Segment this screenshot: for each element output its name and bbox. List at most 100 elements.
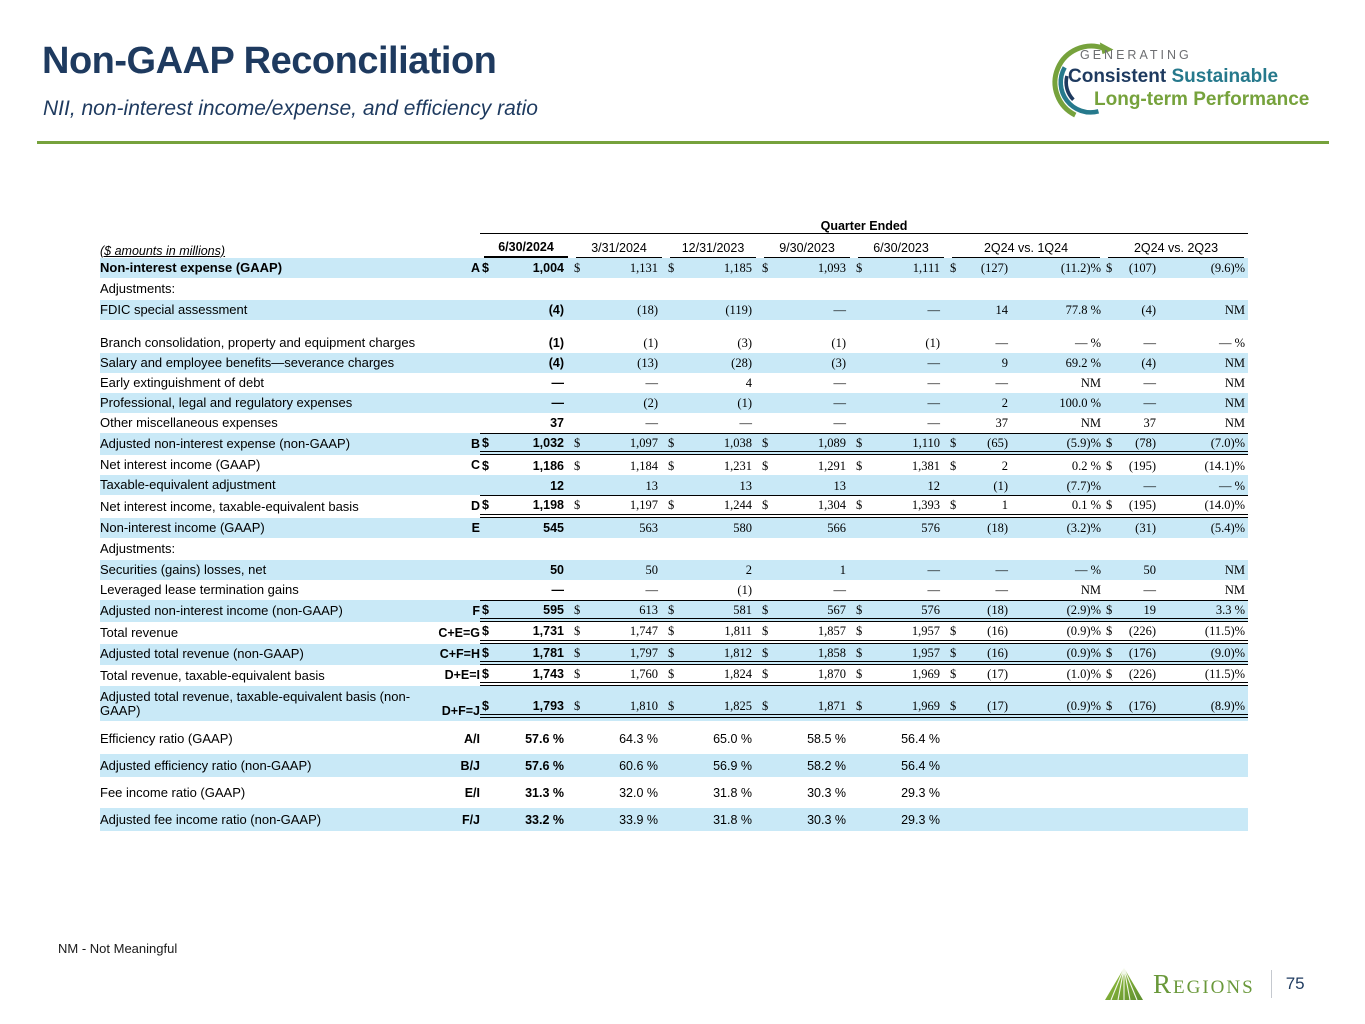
value-cell: 50 xyxy=(480,560,572,580)
value-text: 1,811 xyxy=(724,624,752,639)
value-text: (13) xyxy=(637,356,658,371)
change-cell: (18) xyxy=(948,599,1016,623)
value-cell: 32.0 % xyxy=(572,781,666,804)
change-cell: (8.9)% xyxy=(1164,686,1249,721)
row-ref: F/J xyxy=(461,812,480,827)
row-label: Professional, legal and regulatory expen… xyxy=(100,394,353,410)
change-cell: $ (226) xyxy=(1104,665,1164,687)
change-cell: NM xyxy=(1016,413,1104,433)
value-cell: 57.6 % xyxy=(480,754,572,777)
value-wrap: (5.4)% xyxy=(1164,519,1248,536)
row-ref: E/I xyxy=(464,785,480,800)
value-text: (226) xyxy=(1128,624,1156,639)
value-wrap: — % xyxy=(1164,334,1248,351)
value-wrap: 14 xyxy=(948,301,1016,318)
value-text: 1,198 xyxy=(532,498,564,513)
value-text: (2) xyxy=(643,396,658,411)
value-text: 60.6 % xyxy=(619,759,658,774)
table-row: Early extinguishment of debt — — 4 — — — NM — NM xyxy=(100,373,1248,393)
value-text: 1,810 xyxy=(629,698,658,713)
value-cell: $1,185 xyxy=(666,258,760,278)
value-text: NM xyxy=(1080,583,1101,598)
dollar-sign: $ xyxy=(762,436,769,450)
value-cell: 33.9 % xyxy=(572,808,666,831)
row-label: Adjusted non-interest income (non-GAAP) xyxy=(100,602,343,618)
value-text: 1,244 xyxy=(723,498,752,513)
dollar-sign: $ xyxy=(762,666,769,681)
value-text: — xyxy=(1143,478,1157,493)
value-cell: — xyxy=(760,393,854,413)
value-wrap: 60.6 % xyxy=(572,757,666,774)
value-wrap: — xyxy=(480,374,572,391)
change-cell: NM xyxy=(1164,393,1248,413)
value-wrap: 56.4 % xyxy=(854,730,948,747)
value-wrap: 64.3 % xyxy=(572,730,666,747)
change-cell: 100.0 % xyxy=(1016,393,1104,413)
value-wrap: $1,812 xyxy=(666,644,760,665)
value-wrap: 13 xyxy=(760,477,854,494)
dollar-sign: $ xyxy=(762,624,769,639)
value-wrap: 0.1 % xyxy=(1016,495,1104,518)
change-cell: $ (16) xyxy=(948,622,1016,644)
value-wrap: $613 xyxy=(572,599,666,623)
value-wrap: 12 xyxy=(480,477,572,494)
value-cell: $1,186 xyxy=(480,455,572,475)
value-wrap: $1,393 xyxy=(854,495,948,518)
value-wrap: $1,185 xyxy=(666,259,760,276)
value-cell: $1,198 xyxy=(480,495,572,518)
change-cell: (7.7)% xyxy=(1016,475,1104,495)
change-cell: 37 xyxy=(948,413,1016,433)
row-label: Securities (gains) losses, net xyxy=(100,561,267,577)
value-cell: $1,110 xyxy=(854,433,948,456)
value-cell: $1,858 xyxy=(760,644,854,665)
dollar-sign: $ xyxy=(482,602,489,617)
section-label: Adjustments: xyxy=(100,540,176,556)
column-header: 6/30/2024 xyxy=(480,234,572,258)
value-cell: (1) xyxy=(666,393,760,413)
tagline-generating: GENERATING xyxy=(1080,48,1192,62)
dollar-sign: $ xyxy=(482,645,489,660)
value-wrap: 0.2 % xyxy=(1016,457,1104,474)
table-row: Total revenue C+E=G $1,731 $1,747 $1,811 $1,8… xyxy=(100,622,1249,644)
value-cell: 545 xyxy=(480,518,572,538)
value-cell: 576 xyxy=(854,518,948,538)
value-text: 1,870 xyxy=(817,666,846,681)
value-text: 13 xyxy=(739,478,753,493)
value-wrap: $ (17) xyxy=(948,665,1016,687)
value-cell: 33.2 % xyxy=(480,808,572,831)
value-wrap: $1,871 xyxy=(760,697,854,719)
value-wrap: $1,857 xyxy=(760,622,854,644)
value-text: 581 xyxy=(733,602,752,617)
dollar-sign: $ xyxy=(856,436,863,450)
value-text: (17) xyxy=(987,698,1008,713)
value-text: (5.9)% xyxy=(1066,436,1101,450)
value-cell: 56.9 % xyxy=(666,754,760,777)
value-wrap: 30.3 % xyxy=(760,784,854,801)
value-text: 37 xyxy=(1143,416,1157,431)
value-text: (2.9)% xyxy=(1066,602,1101,617)
row-ref xyxy=(428,560,480,580)
value-wrap: (5.9)% xyxy=(1016,433,1104,456)
value-cell: — xyxy=(854,413,948,433)
value-text: 77.8 % xyxy=(1065,303,1101,318)
value-text: 29.3 % xyxy=(901,786,940,801)
value-cell: $1,393 xyxy=(854,495,948,518)
page-title: Non-GAAP Reconciliation xyxy=(42,40,497,82)
value-text: 64.3 % xyxy=(619,732,658,747)
value-text: 12 xyxy=(927,478,941,493)
value-cell: (1) xyxy=(572,333,666,353)
value-text: NM xyxy=(1080,416,1101,431)
value-wrap: NM xyxy=(1164,394,1248,411)
value-cell: $1,244 xyxy=(666,495,760,518)
value-text: — % xyxy=(1074,336,1101,351)
value-wrap: — xyxy=(854,394,948,411)
row-ref: C+E=G xyxy=(438,625,480,640)
value-cell: — xyxy=(854,393,948,413)
value-text: 1,957 xyxy=(911,645,940,660)
table-row: Branch consolidation, property and equip… xyxy=(100,333,1248,353)
value-wrap: $581 xyxy=(666,599,760,623)
value-text: (195) xyxy=(1128,458,1156,473)
value-wrap: NM xyxy=(1164,301,1248,318)
dollar-sign: $ xyxy=(1106,666,1113,681)
table-row: Securities (gains) losses, net 50 50 2 1 — — — … xyxy=(100,559,1249,580)
